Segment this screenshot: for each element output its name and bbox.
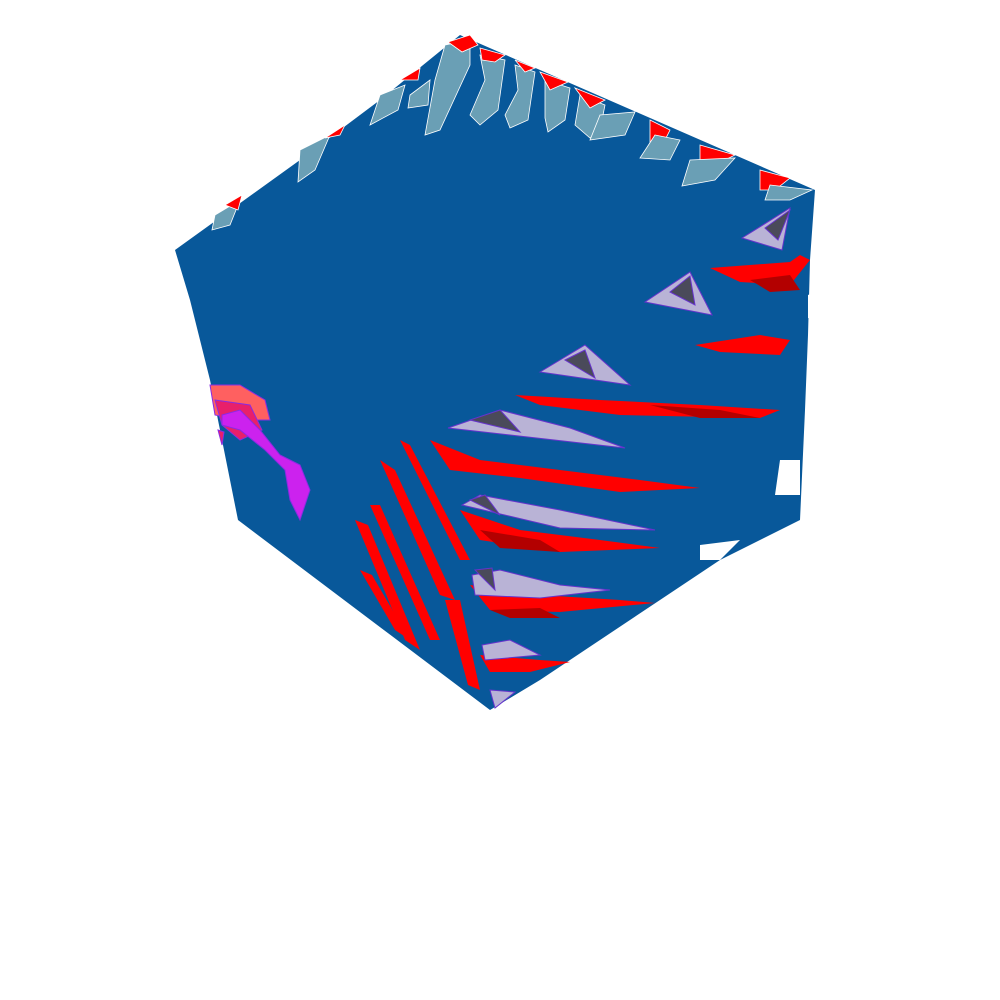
left-face-stain xyxy=(209,384,311,522)
diagonal-stripes xyxy=(355,440,480,690)
right-edge-notches xyxy=(700,292,815,560)
top-edge-texture xyxy=(211,34,814,231)
cube-body xyxy=(175,35,815,710)
shards xyxy=(447,206,792,709)
right-face-shadows xyxy=(480,275,800,618)
